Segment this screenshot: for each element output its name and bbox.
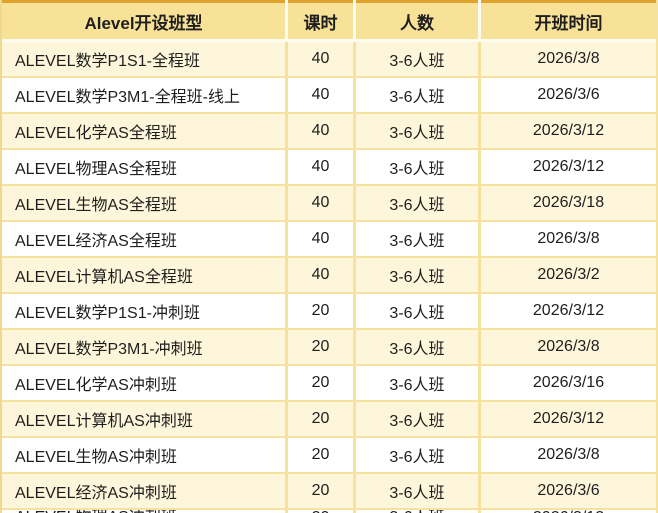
table-header-row: Alevel开设班型 课时 人数 开班时间	[2, 0, 656, 42]
cell-class-size: 3-6人班	[356, 366, 478, 400]
cell-class-size: 3-6人班	[356, 222, 478, 256]
cell-hours: 40	[288, 258, 353, 292]
table-row: ALEVEL化学AS冲刺班 20 3-6人班 2026/3/16	[2, 366, 656, 402]
table-row: ALEVEL计算机AS冲刺班 20 3-6人班 2026/3/12	[2, 402, 656, 438]
table-row: ALEVEL经济AS全程班 40 3-6人班 2026/3/8	[2, 222, 656, 258]
cell-class-name: ALEVEL生物AS冲刺班	[2, 438, 285, 472]
cell-class-name: ALEVEL数学P1S1-全程班	[2, 42, 285, 76]
cell-class-name: ALEVEL物理AS冲刺班	[2, 510, 285, 513]
cell-start-date: 2026/3/6	[481, 474, 656, 508]
cell-hours: 20	[288, 294, 353, 328]
cell-start-date: 2026/3/12	[481, 402, 656, 436]
cell-hours: 40	[288, 150, 353, 184]
cell-class-name: ALEVEL生物AS全程班	[2, 186, 285, 220]
cell-hours: 20	[288, 366, 353, 400]
cell-start-date: 2026/3/8	[481, 330, 656, 364]
cell-hours: 40	[288, 42, 353, 76]
cell-class-name: ALEVEL计算机AS全程班	[2, 258, 285, 292]
table-row: ALEVEL经济AS冲刺班 20 3-6人班 2026/3/6	[2, 474, 656, 510]
cell-start-date: 2026/3/8	[481, 438, 656, 472]
cell-class-size: 3-6人班	[356, 510, 478, 513]
cell-start-date: 2026/3/18	[481, 186, 656, 220]
table-row: ALEVEL生物AS全程班 40 3-6人班 2026/3/18	[2, 186, 656, 222]
cell-class-name: ALEVEL化学AS全程班	[2, 114, 285, 148]
cell-class-name: ALEVEL数学P3M1-全程班-线上	[2, 78, 285, 112]
table-row: ALEVEL计算机AS全程班 40 3-6人班 2026/3/2	[2, 258, 656, 294]
cell-hours: 20	[288, 438, 353, 472]
cell-hours: 20	[288, 402, 353, 436]
cell-class-size: 3-6人班	[356, 186, 478, 220]
cell-start-date: 2026/3/12	[481, 294, 656, 328]
table-row: ALEVEL数学P3M1-全程班-线上 40 3-6人班 2026/3/6	[2, 78, 656, 114]
table-row: ALEVEL化学AS全程班 40 3-6人班 2026/3/12	[2, 114, 656, 150]
cell-class-size: 3-6人班	[356, 474, 478, 508]
cell-class-size: 3-6人班	[356, 294, 478, 328]
cell-start-date: 2026/3/12	[481, 150, 656, 184]
cell-class-name: ALEVEL计算机AS冲刺班	[2, 402, 285, 436]
table-row: ALEVEL数学P1S1-冲刺班 20 3-6人班 2026/3/12	[2, 294, 656, 330]
table-row: ALEVEL数学P3M1-冲刺班 20 3-6人班 2026/3/8	[2, 330, 656, 366]
header-cell-class-type: Alevel开设班型	[2, 0, 285, 39]
header-cell-class-size: 人数	[356, 0, 478, 39]
cell-class-name: ALEVEL物理AS全程班	[2, 150, 285, 184]
cell-class-size: 3-6人班	[356, 42, 478, 76]
cell-hours: 20	[288, 474, 353, 508]
header-cell-hours: 课时	[288, 0, 353, 39]
cell-class-size: 3-6人班	[356, 402, 478, 436]
cell-hours: 40	[288, 78, 353, 112]
cell-class-name: ALEVEL经济AS全程班	[2, 222, 285, 256]
cell-start-date: 2026/3/2	[481, 258, 656, 292]
cell-start-date: 2026/3/8	[481, 222, 656, 256]
cell-hours: 40	[288, 114, 353, 148]
cell-class-size: 3-6人班	[356, 150, 478, 184]
cell-start-date: 2026/3/16	[481, 366, 656, 400]
cell-class-size: 3-6人班	[356, 330, 478, 364]
cell-start-date: 2026/3/6	[481, 78, 656, 112]
header-cell-start-date: 开班时间	[481, 0, 656, 39]
cell-hours: 20	[288, 330, 353, 364]
cell-hours: 20	[288, 510, 353, 513]
table-row: ALEVEL数学P1S1-全程班 40 3-6人班 2026/3/8	[2, 42, 656, 78]
cell-start-date: 2026/3/12	[481, 114, 656, 148]
table-row: ALEVEL物理AS冲刺班 20 3-6人班 2026/3/12	[2, 510, 656, 513]
cell-start-date: 2026/3/8	[481, 42, 656, 76]
cell-hours: 40	[288, 186, 353, 220]
cell-class-size: 3-6人班	[356, 114, 478, 148]
cell-class-name: ALEVEL数学P3M1-冲刺班	[2, 330, 285, 364]
table-row: ALEVEL生物AS冲刺班 20 3-6人班 2026/3/8	[2, 438, 656, 474]
cell-hours: 40	[288, 222, 353, 256]
cell-class-name: ALEVEL数学P1S1-冲刺班	[2, 294, 285, 328]
cell-class-size: 3-6人班	[356, 78, 478, 112]
cell-class-size: 3-6人班	[356, 438, 478, 472]
cell-class-name: ALEVEL化学AS冲刺班	[2, 366, 285, 400]
table-row: ALEVEL物理AS全程班 40 3-6人班 2026/3/12	[2, 150, 656, 186]
cell-start-date: 2026/3/12	[481, 510, 656, 513]
cell-class-size: 3-6人班	[356, 258, 478, 292]
cell-class-name: ALEVEL经济AS冲刺班	[2, 474, 285, 508]
